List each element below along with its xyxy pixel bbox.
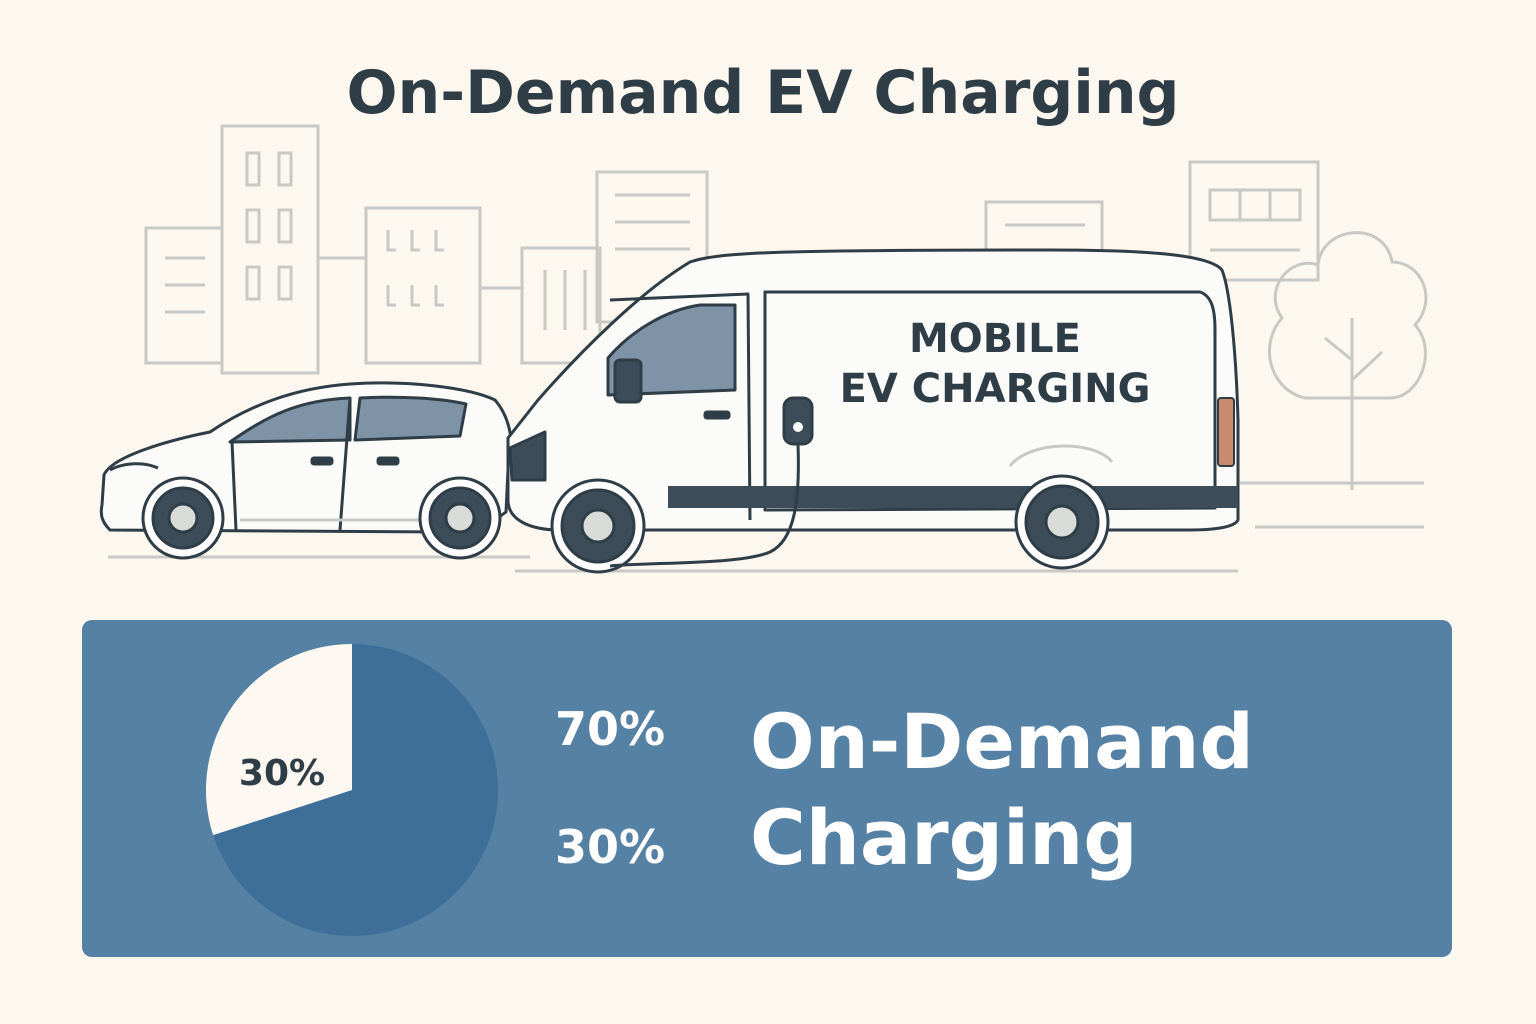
pie-chart (206, 644, 498, 936)
caption-line2: Charging (750, 793, 1138, 882)
city-skyline-icon (144, 124, 1320, 375)
van-label-line1: MOBILE (909, 316, 1081, 362)
caption-line1: On-Demand (750, 697, 1254, 786)
van-label: MOBILE EV CHARGING (820, 314, 1170, 414)
van-label-line2: EV CHARGING (839, 366, 1151, 412)
percent-b: 30% (554, 820, 666, 874)
pie-slice-0 (213, 644, 498, 936)
stats-caption: On-Demand Charging (750, 694, 1310, 886)
car-icon (99, 381, 513, 560)
page-title: On-Demand EV Charging (346, 58, 1180, 128)
van-icon (506, 248, 1240, 574)
pie-slice-label: 30% (238, 753, 326, 794)
pie-slice-1 (206, 644, 352, 836)
charging-plug-icon (609, 396, 814, 568)
stats-panel: 30% 70% 30% On-Demand Charging (82, 620, 1452, 957)
tree-icon (1240, 231, 1428, 529)
percent-a: 70% (554, 702, 666, 756)
illustration (99, 124, 1428, 574)
